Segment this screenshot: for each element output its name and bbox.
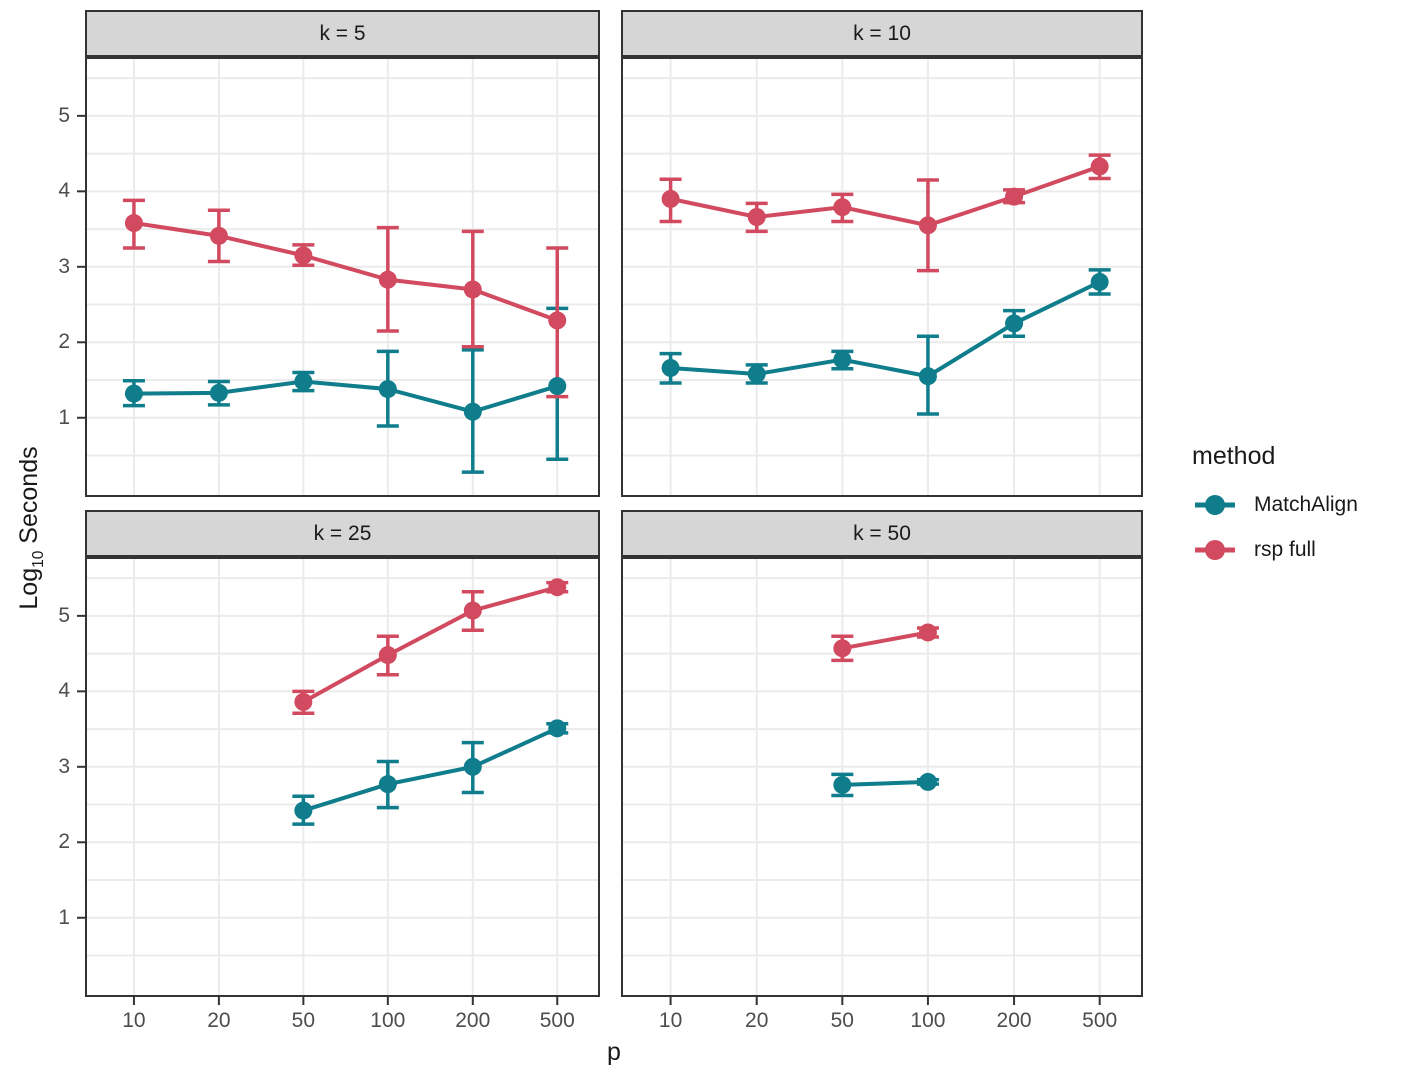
facet-strip-k-50: k = 50 xyxy=(621,510,1143,557)
legend-item-label: rsp full xyxy=(1254,538,1316,561)
x-tick-label: 50 xyxy=(291,1009,316,1032)
x-axis-title: p xyxy=(607,1038,621,1066)
y-tick-label: 5 xyxy=(58,103,70,127)
y-tick-label: 2 xyxy=(58,830,70,854)
facet-strip-k-25: k = 25 xyxy=(85,510,600,557)
y-tick-label: 1 xyxy=(58,905,70,929)
y-tick-label: 3 xyxy=(58,754,70,778)
legend: method MatchAlign rsp full xyxy=(1192,442,1358,581)
facet-strip-label: k = 10 xyxy=(853,21,911,45)
x-tick-label: 200 xyxy=(455,1009,491,1032)
x-tick-label: 500 xyxy=(539,1009,575,1032)
facet-strip-k-10: k = 10 xyxy=(621,10,1143,57)
x-tick-label: 200 xyxy=(996,1009,1032,1032)
legend-key-line-dot-icon xyxy=(1195,540,1235,560)
legend-key-line-dot-icon xyxy=(1195,495,1235,515)
facet-panel-k-25 xyxy=(77,557,600,1005)
y-tick-label: 4 xyxy=(58,179,70,203)
x-tick-label: 10 xyxy=(122,1009,146,1032)
legend-title: method xyxy=(1192,442,1276,470)
facet-panel-k-10 xyxy=(621,57,1143,497)
facet-panel-k-5 xyxy=(77,57,600,497)
y-tick-label: 2 xyxy=(58,330,70,354)
x-tick-label: 100 xyxy=(910,1009,946,1032)
y-axis-title-subscript: 10 xyxy=(30,550,47,568)
facet-strip-k-5: k = 5 xyxy=(85,10,600,57)
legend-item-matchalign: MatchAlign xyxy=(1192,491,1358,519)
facet-strip-label: k = 50 xyxy=(853,521,911,545)
x-tick-label: 500 xyxy=(1082,1009,1118,1032)
facet-strip-label: k = 25 xyxy=(313,521,372,545)
x-tick-label: 10 xyxy=(658,1009,683,1032)
legend-item-rsp-full: rsp full xyxy=(1192,536,1358,564)
facet-panel-k-50 xyxy=(621,557,1143,1005)
y-tick-label: 4 xyxy=(58,679,70,703)
y-tick-label: 3 xyxy=(58,254,70,278)
y-tick-label: 5 xyxy=(58,603,70,627)
x-tick-label: 100 xyxy=(370,1009,406,1032)
y-axis-title-text: Seconds xyxy=(15,446,43,551)
legend-item-label: MatchAlign xyxy=(1254,493,1358,516)
x-tick-label: 20 xyxy=(745,1009,769,1032)
x-tick-label: 20 xyxy=(207,1009,231,1032)
x-tick-label: 50 xyxy=(830,1009,854,1032)
y-tick-label: 1 xyxy=(58,405,70,429)
facet-strip-label: k = 5 xyxy=(319,21,366,45)
